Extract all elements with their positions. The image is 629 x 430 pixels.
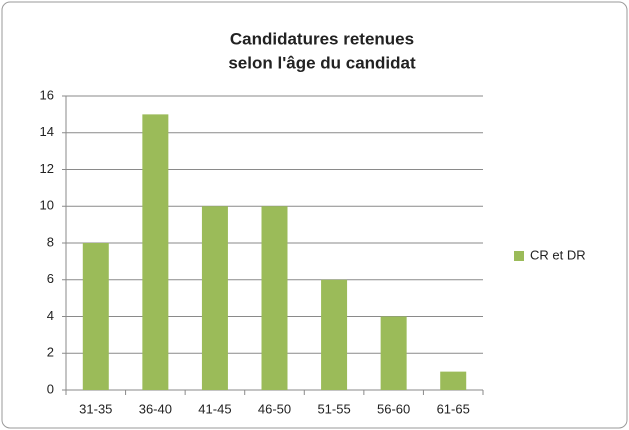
bar bbox=[201, 206, 228, 390]
bar bbox=[380, 316, 407, 390]
x-tick-label: 61-65 bbox=[437, 401, 470, 416]
y-tick-label: 6 bbox=[47, 271, 54, 286]
x-tick-label: 56-60 bbox=[377, 401, 410, 416]
y-tick-label: 12 bbox=[40, 161, 54, 176]
y-tick-label: 10 bbox=[40, 198, 54, 213]
y-tick-label: 16 bbox=[40, 87, 54, 102]
x-tick-label: 36-40 bbox=[139, 401, 172, 416]
y-tick-label: 14 bbox=[40, 124, 54, 139]
bar bbox=[321, 279, 348, 390]
legend-swatch bbox=[514, 251, 524, 261]
bar bbox=[261, 206, 288, 390]
chart-title-line: Candidatures retenues bbox=[230, 29, 414, 48]
chart-title-line: selon l'âge du candidat bbox=[228, 53, 416, 72]
bar bbox=[82, 243, 109, 390]
y-tick-label: 4 bbox=[47, 308, 54, 323]
x-tick-label: 46-50 bbox=[258, 401, 291, 416]
bar bbox=[142, 114, 169, 390]
x-tick-label: 31-35 bbox=[79, 401, 112, 416]
x-tick-label: 41-45 bbox=[198, 401, 231, 416]
legend-label: CR et DR bbox=[530, 247, 586, 262]
bar bbox=[440, 371, 467, 390]
y-tick-label: 0 bbox=[47, 381, 54, 396]
x-tick-label: 51-55 bbox=[317, 401, 350, 416]
y-tick-label: 2 bbox=[47, 345, 54, 360]
y-tick-label: 8 bbox=[47, 234, 54, 249]
